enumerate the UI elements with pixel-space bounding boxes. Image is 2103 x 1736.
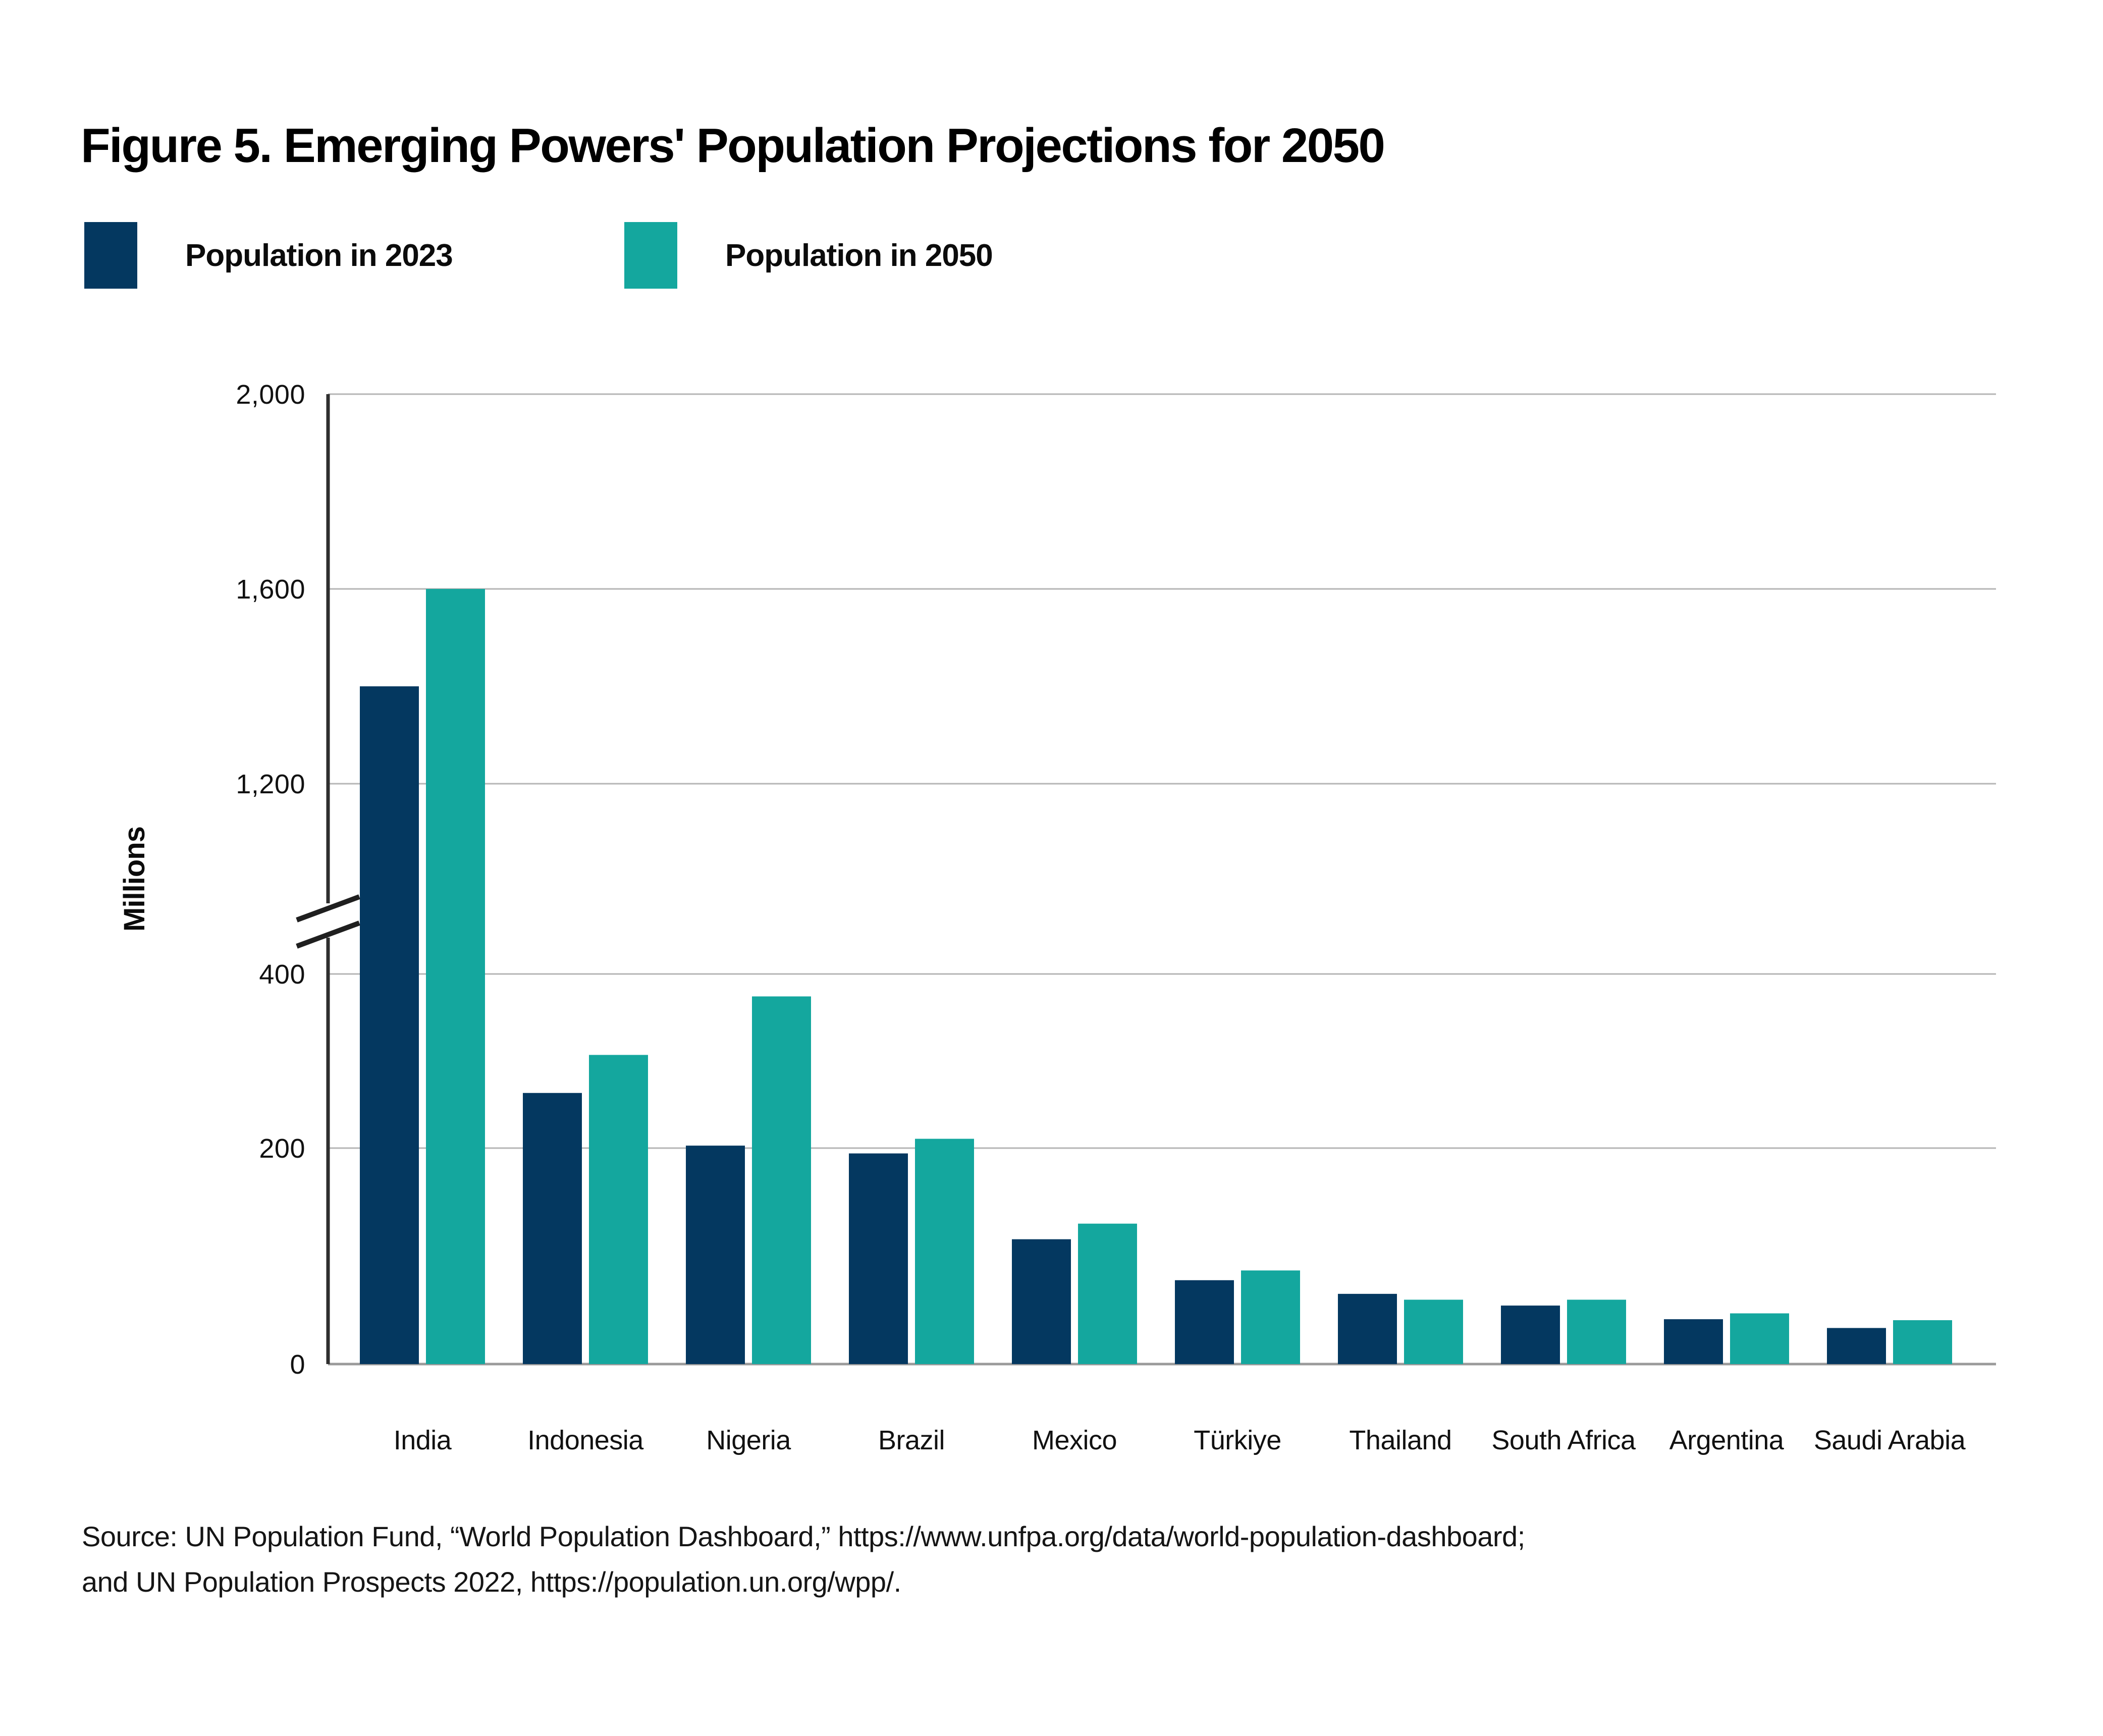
bar-brazil-population-in-2050 <box>915 1138 974 1364</box>
bar-saudi-arabia-population-in-2050 <box>1893 1320 1952 1364</box>
y-axis <box>296 394 360 1364</box>
bar-nigeria-population-in-2050 <box>752 996 811 1364</box>
x-axis-label-india: India <box>394 1425 452 1455</box>
y-tick-label-1600: 1,600 <box>236 574 305 605</box>
x-axis-label-indonesia: Indonesia <box>527 1425 644 1455</box>
bar-thailand-population-in-2050 <box>1404 1299 1463 1364</box>
x-axis-label-argentina: Argentina <box>1669 1425 1785 1455</box>
legend-swatch-2050 <box>624 222 677 289</box>
y-tick-label-1200: 1,200 <box>236 769 305 799</box>
bar-mexico-population-in-2023 <box>1012 1239 1071 1364</box>
x-axis-label-t-rkiye: Türkiye <box>1194 1425 1281 1455</box>
bar-indonesia-population-in-2023 <box>523 1093 582 1364</box>
legend-label-2050: Population in 2050 <box>725 238 993 273</box>
figure-title: Figure 5. Emerging Powers' Population Pr… <box>81 119 1385 173</box>
x-axis-label-brazil: Brazil <box>878 1425 945 1455</box>
y-tick-label-2000: 2,000 <box>236 379 305 410</box>
legend-item-2050: Population in 2050 <box>624 222 993 289</box>
bar-thailand-population-in-2023 <box>1338 1293 1397 1364</box>
bar-saudi-arabia-population-in-2023 <box>1827 1328 1886 1364</box>
legend-swatch-2023 <box>84 222 137 289</box>
x-axis-label-nigeria: Nigeria <box>706 1425 791 1455</box>
x-axis-label-south-africa: South Africa <box>1491 1425 1636 1455</box>
bar-argentina-population-in-2023 <box>1664 1319 1723 1364</box>
axis-break-slash-1 <box>296 894 360 923</box>
bar-t-rkiye-population-in-2023 <box>1175 1280 1234 1364</box>
bar-india-population-in-2050 <box>426 589 485 1364</box>
bar-mexico-population-in-2050 <box>1078 1223 1137 1364</box>
bar-indonesia-population-in-2050 <box>589 1055 648 1364</box>
legend-item-2023: Population in 2023 <box>84 222 453 289</box>
bars <box>360 589 1952 1364</box>
y-axis-title: Millions <box>118 827 151 932</box>
y-tick-label-0: 0 <box>290 1349 305 1380</box>
bar-nigeria-population-in-2023 <box>686 1146 745 1364</box>
axis-break-slash-2 <box>296 920 360 949</box>
bar-argentina-population-in-2050 <box>1730 1313 1789 1364</box>
source-line-1: Source: UN Population Fund, “World Popul… <box>82 1521 1525 1552</box>
y-tick-labels: 0 200 400 1,200 1,600 2,000 <box>236 379 305 1380</box>
bar-t-rkiye-population-in-2050 <box>1241 1270 1300 1364</box>
y-tick-label-200: 200 <box>259 1133 305 1164</box>
bar-brazil-population-in-2023 <box>849 1153 908 1364</box>
x-axis-label-saudi-arabia: Saudi Arabia <box>1814 1425 1966 1455</box>
x-axis-labels: India Indonesia Nigeria Brazil Mexico Türkiye… <box>394 1425 1966 1455</box>
bar-south-africa-population-in-2023 <box>1501 1306 1560 1364</box>
x-axis-label-mexico: Mexico <box>1032 1425 1117 1455</box>
bar-india-population-in-2023 <box>360 686 419 1364</box>
y-tick-label-400: 400 <box>259 959 305 990</box>
x-axis-label-thailand: Thailand <box>1349 1425 1451 1455</box>
source-line-2: and UN Population Prospects 2022, https:… <box>82 1566 901 1598</box>
bar-south-africa-population-in-2050 <box>1567 1299 1626 1364</box>
legend-label-2023: Population in 2023 <box>185 238 453 273</box>
